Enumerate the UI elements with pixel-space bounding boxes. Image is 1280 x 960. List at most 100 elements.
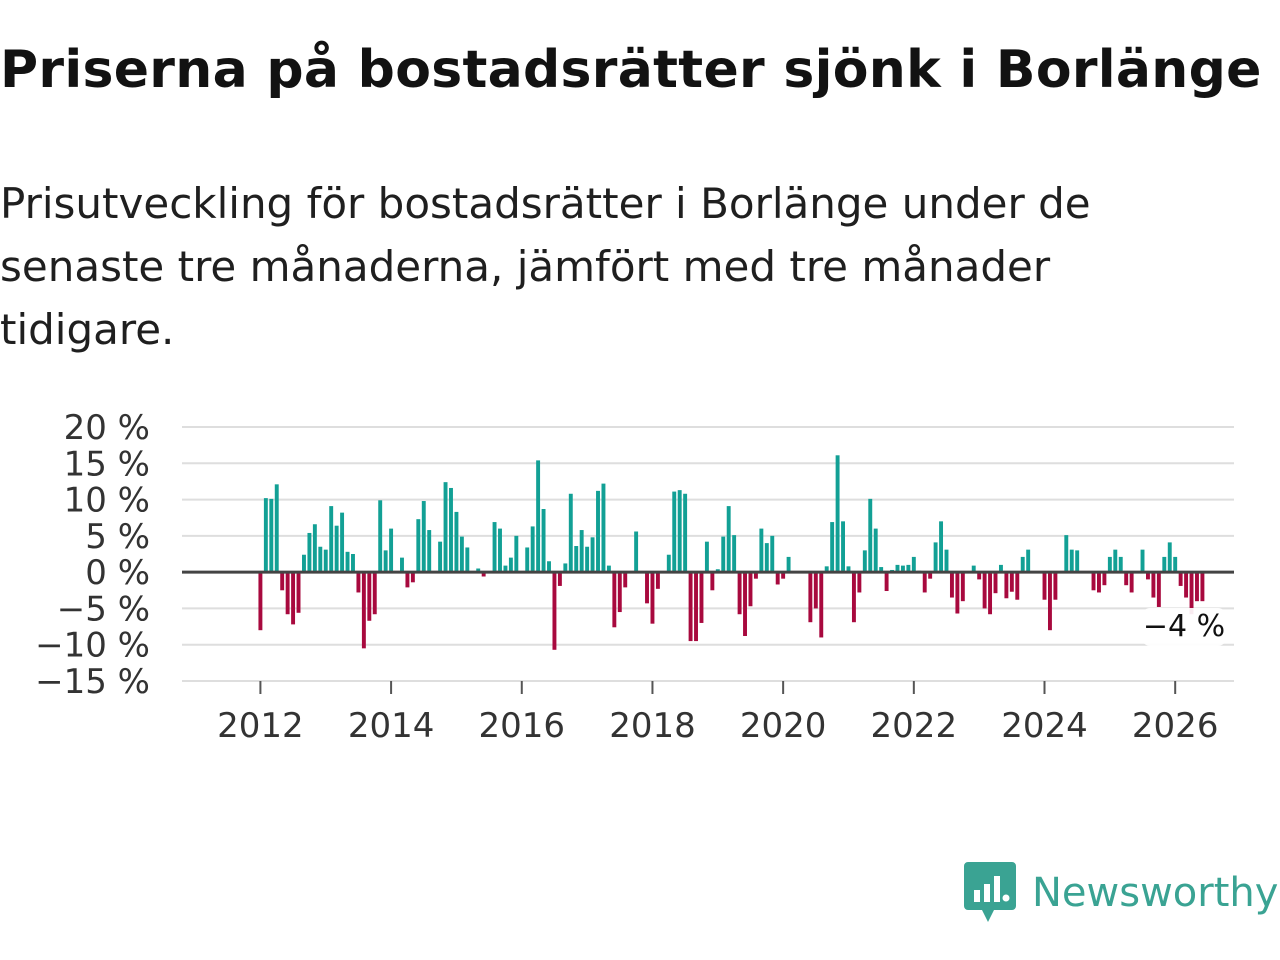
bar bbox=[1042, 572, 1047, 600]
bar bbox=[824, 566, 829, 573]
bar bbox=[1146, 572, 1150, 580]
bar bbox=[421, 501, 426, 573]
bar bbox=[585, 546, 590, 573]
bar bbox=[269, 498, 274, 573]
bar bbox=[830, 522, 835, 573]
bar bbox=[389, 528, 394, 573]
y-tick-label: 10 % bbox=[64, 481, 150, 521]
bar bbox=[623, 572, 628, 588]
bar bbox=[949, 572, 954, 598]
bar bbox=[345, 551, 350, 573]
bar bbox=[508, 557, 513, 573]
y-axis-ticks: 20 %15 %10 %5 %0 %−5 %−10 %−15 % bbox=[35, 408, 150, 702]
y-tick-label: 20 % bbox=[64, 408, 150, 448]
bar bbox=[568, 493, 573, 573]
bar-chart: 20 %15 %10 %5 %0 %−5 %−10 %−15 % 2012 201… bbox=[35, 408, 1234, 746]
bar bbox=[503, 565, 508, 573]
x-tick-label: 2020 bbox=[740, 706, 827, 746]
bar bbox=[514, 535, 519, 573]
bar bbox=[329, 506, 334, 573]
bar bbox=[547, 561, 551, 573]
bar bbox=[400, 557, 404, 573]
bar bbox=[361, 572, 366, 649]
bar bbox=[960, 572, 965, 602]
bar bbox=[819, 572, 824, 638]
x-tick-label: 2024 bbox=[1001, 706, 1088, 746]
bar bbox=[367, 572, 372, 621]
bar bbox=[1026, 549, 1031, 573]
bar bbox=[911, 556, 916, 573]
x-axis-ticks: 2012 2014 2016 2018 2020 2022 2024 2026 bbox=[217, 681, 1218, 746]
bar bbox=[596, 490, 600, 573]
bar bbox=[1113, 549, 1118, 573]
bar bbox=[645, 572, 649, 604]
bar bbox=[748, 572, 753, 607]
bar bbox=[410, 572, 415, 583]
bar bbox=[530, 526, 535, 573]
bar bbox=[302, 554, 306, 573]
bar bbox=[808, 572, 813, 623]
x-tick-label: 2018 bbox=[609, 706, 696, 746]
bar bbox=[1009, 572, 1014, 592]
y-tick-label: 0 % bbox=[85, 553, 150, 593]
bar bbox=[977, 572, 982, 580]
chart-title: Priserna på bostadsrätter sjönk i Borlän… bbox=[0, 40, 1262, 100]
bar bbox=[1102, 572, 1107, 586]
bar bbox=[873, 528, 878, 573]
bar bbox=[688, 572, 693, 642]
bar bbox=[356, 572, 361, 593]
bar bbox=[263, 498, 268, 573]
bar bbox=[557, 572, 562, 586]
bar bbox=[726, 506, 731, 573]
bar bbox=[743, 572, 747, 637]
bar bbox=[759, 528, 764, 573]
bar bbox=[1151, 572, 1156, 598]
bar bbox=[601, 483, 606, 573]
bar bbox=[683, 493, 688, 573]
bar bbox=[672, 491, 677, 573]
y-tick-label: 5 % bbox=[85, 517, 150, 557]
bar bbox=[427, 530, 432, 573]
bar bbox=[634, 531, 639, 573]
bar bbox=[416, 519, 421, 573]
bar bbox=[1053, 572, 1058, 600]
y-tick-label: 15 % bbox=[64, 444, 150, 484]
bar bbox=[312, 524, 317, 573]
bar bbox=[1189, 572, 1194, 615]
bar bbox=[786, 556, 791, 573]
bar bbox=[552, 572, 557, 650]
bar bbox=[655, 572, 660, 589]
bar bbox=[1091, 572, 1096, 591]
bar bbox=[1178, 572, 1183, 586]
bar bbox=[383, 550, 388, 573]
bar bbox=[868, 498, 873, 573]
bar bbox=[971, 565, 976, 573]
bar bbox=[351, 554, 355, 573]
bar bbox=[372, 572, 377, 615]
bar bbox=[879, 567, 884, 573]
bar bbox=[933, 542, 938, 573]
bar bbox=[677, 490, 682, 573]
bar bbox=[939, 521, 944, 573]
x-tick-label: 2014 bbox=[348, 706, 435, 746]
last-value-annotation: −4 % bbox=[1142, 608, 1226, 646]
bar bbox=[459, 536, 464, 573]
bar bbox=[1167, 542, 1172, 573]
newsworthy-logo-icon bbox=[964, 862, 1016, 922]
bar bbox=[323, 549, 328, 573]
bar bbox=[895, 564, 900, 573]
bar bbox=[955, 572, 960, 614]
bar bbox=[340, 512, 345, 573]
bar bbox=[753, 572, 758, 579]
bar bbox=[857, 572, 862, 593]
bar bbox=[498, 528, 502, 573]
bar bbox=[1020, 556, 1025, 573]
bar bbox=[775, 572, 780, 585]
bar bbox=[318, 546, 323, 573]
bar bbox=[481, 572, 486, 577]
bar bbox=[1140, 549, 1145, 573]
bar bbox=[1124, 572, 1129, 586]
bar bbox=[721, 536, 726, 573]
bar bbox=[699, 572, 704, 623]
last-value-label-bg bbox=[1142, 608, 1226, 646]
